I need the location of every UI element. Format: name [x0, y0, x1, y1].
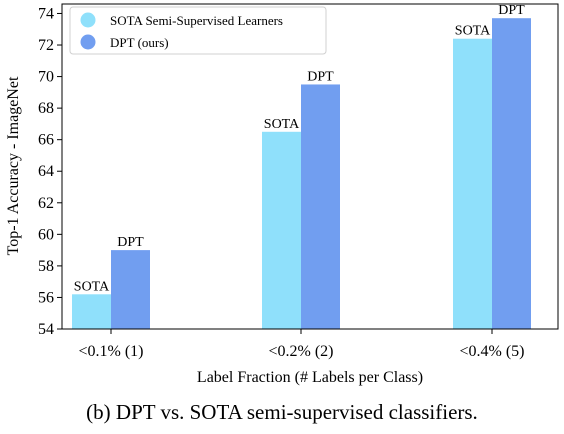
x-axis-label: Label Fraction (# Labels per Class) — [197, 369, 423, 386]
plot-frame — [61, 3, 559, 330]
y-axis-ticks: 54 56 58 60 62 64 66 68 70 72 74 — [38, 5, 62, 338]
legend-entry-dpt: DPT (ours) — [110, 35, 169, 50]
bar-label-sota-2: SOTA — [264, 117, 300, 132]
x-tick-label: <0.1% (1) — [78, 343, 143, 360]
bar-label-sota-1: SOTA — [74, 279, 110, 294]
bar-label-dpt-1: DPT — [117, 235, 144, 250]
x-tick-label: <0.2% (2) — [268, 343, 333, 360]
bar-label-dpt-3: DPT — [498, 3, 525, 18]
bar-dpt-1 — [111, 250, 150, 329]
bar-sota-3 — [453, 38, 492, 329]
y-tick-label: 64 — [38, 163, 54, 180]
bars-group — [72, 18, 531, 329]
y-axis-label: Top-1 Accuracy - ImageNet — [5, 76, 22, 255]
legend: SOTA Semi-Supervised Learners DPT (ours) — [69, 6, 327, 55]
legend-marker-dpt — [80, 34, 96, 50]
bar-label-dpt-2: DPT — [307, 69, 334, 84]
y-tick-label: 56 — [38, 289, 54, 306]
y-tick-label: 74 — [38, 5, 54, 22]
y-tick-label: 70 — [38, 69, 54, 86]
bar-sota-1 — [72, 294, 111, 329]
y-tick-label: 68 — [38, 100, 54, 117]
legend-marker-sota — [80, 12, 96, 28]
bar-sota-2 — [262, 131, 301, 329]
y-tick-label: 60 — [38, 226, 54, 243]
x-tick-label: <0.4% (5) — [459, 343, 524, 360]
legend-box — [69, 6, 327, 55]
y-tick-label: 58 — [38, 258, 54, 275]
x-axis-ticks: <0.1% (1) <0.2% (2) <0.4% (5) — [78, 329, 525, 360]
bar-dpt-3 — [492, 18, 531, 329]
y-tick-label: 54 — [38, 321, 54, 338]
bar-dpt-2 — [301, 84, 340, 329]
figure-caption: (b) DPT vs. SOTA semi-supervised classif… — [86, 400, 478, 424]
y-tick-label: 62 — [38, 195, 54, 212]
y-tick-label: 72 — [38, 37, 54, 54]
legend-entry-sota: SOTA Semi-Supervised Learners — [110, 13, 283, 28]
bar-label-sota-3: SOTA — [455, 24, 491, 39]
bar-labels-group: SOTA SOTA SOTA DPT DPT DPT — [74, 3, 525, 294]
y-tick-label: 66 — [38, 132, 54, 149]
